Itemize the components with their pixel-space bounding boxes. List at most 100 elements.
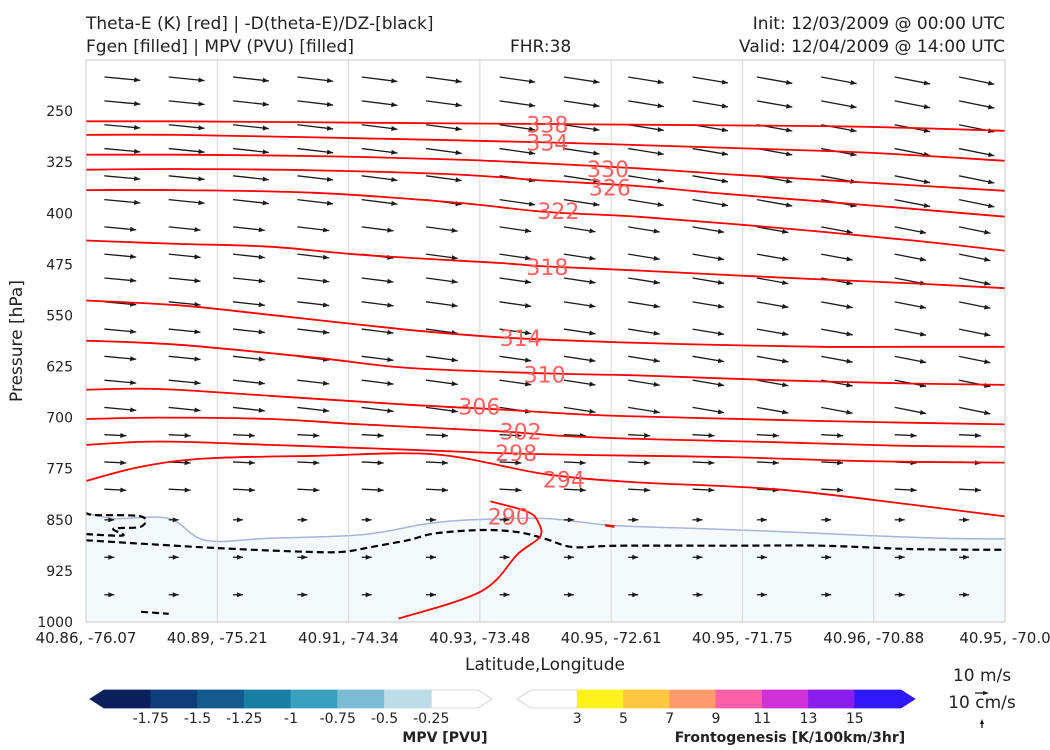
- wind-vector-head: [721, 151, 729, 157]
- colorbar-tick-label: -0.25: [413, 711, 449, 727]
- wind-vector-head: [172, 554, 179, 560]
- wind-vector-head: [198, 101, 205, 107]
- wind-vector-head: [301, 592, 308, 598]
- wind-vector-head: [387, 380, 394, 386]
- wind-vector-head: [910, 432, 917, 438]
- wind-vector-head: [515, 487, 522, 493]
- wind-vector-head: [524, 279, 532, 285]
- x-tick-label: 40.91, -74.34: [298, 629, 399, 647]
- wind-vector-head: [391, 78, 398, 84]
- wind-vector-head: [987, 203, 995, 209]
- wind-vector-head: [387, 302, 394, 308]
- wind-vector: [563, 100, 600, 107]
- wind-vector-head: [528, 150, 536, 156]
- x-tick-label: 40.89, -75.21: [167, 629, 268, 647]
- wind-vector-head: [120, 432, 127, 438]
- wind-vector-head: [721, 178, 729, 184]
- wind-vector-head: [365, 554, 372, 560]
- wind-vector-head: [589, 279, 596, 285]
- wind-vector-head: [589, 228, 596, 234]
- wind-vector-head: [593, 126, 600, 132]
- wind-vector-head: [987, 152, 995, 158]
- wind-vector-head: [248, 487, 256, 493]
- wind-vector-head: [184, 460, 191, 466]
- wind-vector-head: [974, 432, 982, 438]
- wind-vector-head: [653, 381, 660, 387]
- wind-vector-head: [108, 517, 115, 523]
- wind-vector-head: [785, 127, 793, 133]
- wind-vector-head: [785, 79, 793, 85]
- y-tick-label: 700: [46, 411, 73, 427]
- wind-vector: [361, 124, 398, 130]
- wind-vector-head: [198, 77, 205, 83]
- wind-vector-head: [194, 278, 201, 284]
- wind-vector-head: [653, 228, 660, 234]
- wind-vector-head: [898, 592, 905, 598]
- wind-vector-head: [455, 126, 462, 132]
- colorbar-segment: [337, 689, 385, 709]
- colorbar-frontogenesis-title: Frontogenesis [K/100km/3hr]: [675, 730, 905, 746]
- colorbar-segment: [430, 689, 493, 709]
- plot-frame: [85, 59, 1006, 623]
- colorbar-segment: [623, 689, 671, 709]
- y-tick-label: 475: [46, 257, 73, 273]
- colorbar-tick-label: 3: [573, 711, 582, 727]
- header-title-line2: Fgen [filled] | MPV (PVU) [filled]: [86, 37, 355, 57]
- colorbar-segment: [384, 689, 432, 709]
- wind-vector-head: [898, 554, 905, 560]
- wind-vector-head: [696, 592, 703, 598]
- wind-vector: [499, 100, 536, 107]
- wind-vector-head: [785, 103, 793, 109]
- wind-vector-head: [825, 592, 832, 598]
- wind-vector-head: [910, 487, 917, 493]
- wind-vector-head: [198, 200, 205, 206]
- wind-vector-head: [717, 382, 725, 387]
- wind-vector: [894, 100, 931, 109]
- wind-vector-head: [451, 227, 458, 233]
- wind-vector-head: [377, 432, 384, 438]
- theta-e-label-334: 334: [526, 131, 568, 156]
- wind-vector: [958, 100, 995, 109]
- wind-vector-head: [130, 380, 137, 386]
- wind-vector-head: [130, 407, 137, 413]
- wind-vector-head: [567, 592, 574, 598]
- wind-vector-head: [365, 517, 372, 523]
- wind-vector-head: [326, 101, 334, 107]
- y-tick-label: 625: [46, 360, 73, 376]
- wind-vector-head: [760, 517, 767, 523]
- wind-vector-head: [653, 279, 660, 285]
- wind-vector-head: [365, 592, 372, 598]
- theta-e-contour-294: [86, 452, 1005, 518]
- wind-vector-head: [589, 357, 596, 363]
- colorbar-segment: [290, 689, 339, 709]
- wind-vector-head: [837, 432, 844, 438]
- wind-vector-head: [441, 432, 449, 438]
- wind-vector-head: [760, 592, 767, 598]
- x-tick-label: 40.95, -70.0: [959, 629, 1050, 647]
- wind-vector-head: [528, 201, 536, 207]
- y-tick-label: 550: [46, 308, 73, 324]
- wind-vector-head: [524, 228, 532, 234]
- dthetae-dz-contour: [86, 528, 1005, 554]
- wind-vector-head: [322, 302, 330, 308]
- y-tick-label: 400: [46, 206, 73, 222]
- wind-vector-head: [322, 278, 330, 284]
- wind-vector-head: [313, 487, 320, 493]
- wind-vector-head: [708, 487, 715, 493]
- wind-vector-head: [258, 407, 265, 413]
- reference-vector-x-arrowhead: [983, 691, 989, 695]
- wind-vector-head: [194, 301, 201, 307]
- wind-vector: [821, 100, 857, 109]
- wind-vector-head: [503, 517, 510, 523]
- wind-vector-head: [782, 256, 789, 262]
- wind-vector-head: [262, 77, 269, 83]
- header-title-line1: Theta-E (K) [red] | -D(theta-E)/DZ-[blac…: [86, 14, 434, 34]
- wind-vector-head: [387, 278, 394, 284]
- wind-vector: [563, 147, 600, 155]
- wind-vector-head: [194, 227, 201, 232]
- wind-vector-head: [455, 78, 462, 84]
- theta-e-label-330: 330: [587, 158, 629, 183]
- wind-vector: [563, 76, 600, 84]
- wind-vector-head: [721, 127, 729, 133]
